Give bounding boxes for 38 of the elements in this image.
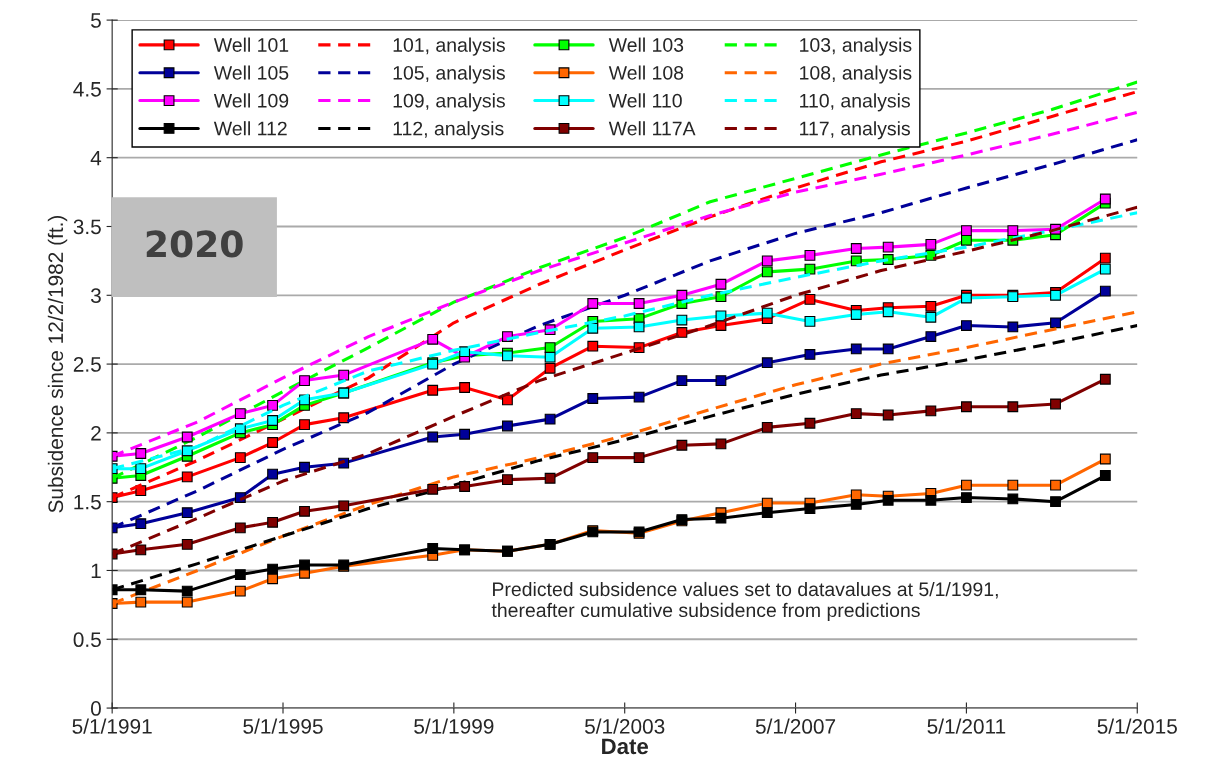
annotation: Predicted subsidence values set to datavalues at 5/1/1991, thereafter cumulative subsidence from predictions — [491, 581, 998, 621]
x-tick-label: 5/1/2007 — [755, 718, 836, 734]
y-tick-label: 3 — [90, 288, 101, 304]
legend-label: Well 112 — [213, 121, 287, 136]
legend-label: Well 110 — [608, 93, 682, 108]
legend-label: 110, analysis — [800, 93, 910, 112]
x-tick-label: 5/1/2011 — [927, 718, 1006, 734]
legend-label: 112, analysis — [393, 121, 504, 140]
y-tick-label: 0.5 — [73, 632, 101, 648]
y-tick-label: 4.5 — [73, 82, 101, 97]
y-tick-label: 5 — [90, 13, 101, 28]
x-tick-label: 5/1/1995 — [243, 718, 323, 734]
x-axis-title: Date — [602, 738, 649, 755]
legend-label: 108, analysis — [800, 65, 912, 84]
legend-label: 117, analysis — [800, 121, 910, 140]
y-tick-label: 4 — [90, 150, 102, 166]
legend-label: Well 109 — [213, 93, 289, 108]
y-axis-title: Subsidence since 12/2/1982 (ft.) — [47, 215, 68, 513]
x-tick-label: 5/1/2003 — [585, 718, 665, 734]
legend-label: 109, analysis — [393, 93, 505, 112]
y-tick-label: 1 — [91, 563, 101, 579]
legend-label: 105, analysis — [393, 65, 505, 84]
x-tick-label: 5/1/1999 — [414, 718, 494, 734]
y-tick-label: 1.5 — [74, 494, 101, 510]
legend-label: Well 101 — [213, 37, 289, 52]
legend-label: 101, analysis — [393, 37, 505, 56]
y-tick-label: 2 — [91, 425, 101, 441]
x-tick-label: 5/1/1991 — [72, 718, 152, 734]
annotation: 2020 — [146, 230, 243, 258]
y-tick-label: 3.5 — [73, 219, 101, 235]
legend-label: Well 108 — [608, 65, 684, 80]
y-tick-label: 0 — [90, 701, 101, 716]
x-tick-label: 5/1/2015 — [1097, 718, 1177, 734]
legend-label: Well 105 — [213, 65, 289, 80]
legend-label: Well 103 — [608, 37, 684, 52]
legend-label: 103, analysis — [800, 37, 912, 56]
legend-label: Well 117A — [608, 121, 696, 136]
y-tick-label: 2.5 — [73, 357, 101, 372]
